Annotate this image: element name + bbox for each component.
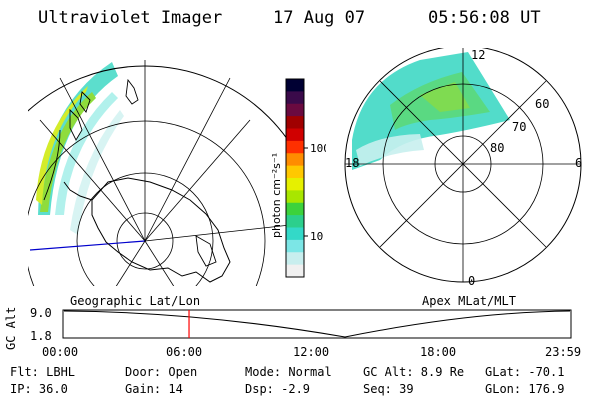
- polar-plot: [344, 48, 582, 283]
- instrument-title: Ultraviolet Imager: [38, 8, 223, 28]
- mlt-label-12: 12: [471, 48, 486, 62]
- y-tick-top: 9.0: [30, 306, 52, 320]
- x-tick-3: 18:00: [420, 345, 457, 359]
- colorbar-swatch: [286, 178, 304, 191]
- colorbar-tick-label: 10: [310, 230, 323, 243]
- colorbar-swatch: [286, 239, 304, 253]
- colorbar-swatch: [286, 79, 304, 92]
- colorbar-swatch: [286, 153, 304, 167]
- colorbar-swatch: [286, 190, 304, 204]
- colorbar-swatch: [286, 128, 304, 142]
- colorbar-unit-label: photon cm⁻²s⁻¹: [270, 153, 283, 238]
- info-ip: IP: 36.0: [10, 382, 68, 396]
- info-glon: GLon: 176.9: [485, 382, 565, 396]
- colorbar-tick-label: 100: [310, 142, 326, 155]
- geographic-label: Geographic Lat/Lon: [70, 294, 201, 308]
- x-tick-1: 06:00: [166, 345, 203, 359]
- colorbar-swatch: [286, 116, 304, 129]
- mlt-label-18: 18: [345, 156, 360, 170]
- apex-label: Apex MLat/MLT: [422, 294, 516, 308]
- info-mode: Mode: Normal: [245, 365, 332, 379]
- x-tick-2: 12:00: [293, 345, 330, 359]
- info-glat: GLat: -70.1: [485, 365, 565, 379]
- colorbar-swatch: [286, 252, 304, 266]
- colorbar: 100 10 photon cm⁻²s⁻¹: [270, 78, 326, 278]
- date-label: 17 Aug 07: [273, 8, 366, 28]
- time-label: 05:56:08 UT: [428, 8, 541, 28]
- colorbar-swatch: [286, 264, 304, 278]
- colorbar-swatch: [286, 91, 304, 105]
- colorbar-swatch: [286, 227, 304, 241]
- colorbar-swatch: [286, 202, 304, 216]
- info-flt: Flt: LBHL: [10, 365, 76, 379]
- altitude-timeline: [62, 309, 572, 339]
- y-tick-bottom: 1.8: [30, 329, 52, 343]
- info-dsp: Dsp: -2.9: [245, 382, 311, 396]
- x-tick-4: 23:59: [545, 345, 582, 359]
- mlt-label-6: 6: [575, 156, 583, 170]
- lat-label-60: 60: [535, 97, 550, 111]
- info-gc-alt: GC Alt: 8.9 Re: [363, 365, 465, 379]
- info-seq: Seq: 39: [363, 382, 414, 396]
- lat-label-80: 80: [490, 141, 505, 155]
- colorbar-frame: [285, 78, 305, 278]
- geographic-map: [28, 60, 298, 286]
- colorbar-swatch: [286, 140, 304, 154]
- colorbar-swatch: [286, 103, 304, 117]
- colorbar-swatch: [286, 165, 304, 179]
- gc-alt-axis-label: GC Alt: [4, 306, 18, 350]
- info-gain: Gain: 14: [125, 382, 183, 396]
- lat-label-70: 70: [512, 120, 527, 134]
- info-door: Door: Open: [125, 365, 198, 379]
- x-tick-0: 00:00: [42, 345, 79, 359]
- mlt-label-0: 0: [468, 274, 476, 288]
- colorbar-swatch: [286, 215, 304, 228]
